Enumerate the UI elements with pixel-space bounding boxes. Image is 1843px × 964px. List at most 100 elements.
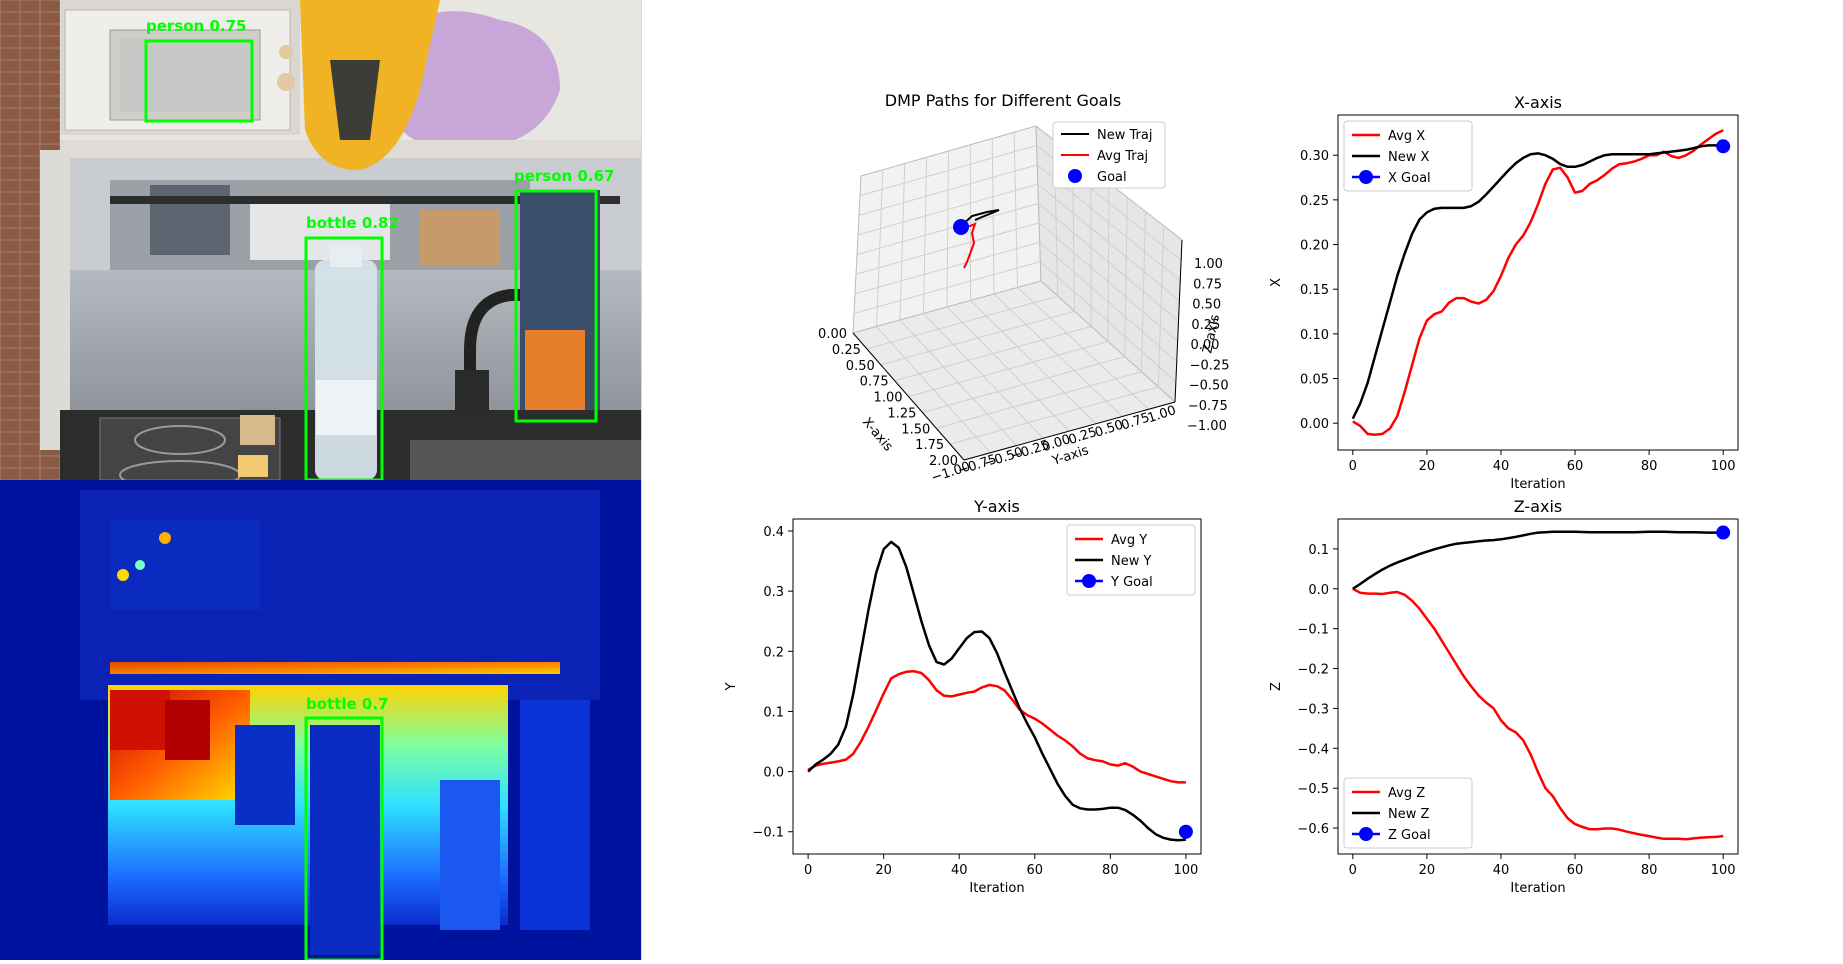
plot-3d-z-tick-label: −0.50 bbox=[1189, 379, 1229, 394]
plot-3d-x-tick-label: 1.25 bbox=[887, 406, 916, 421]
plot-3d-z-tick-label: −0.25 bbox=[1190, 358, 1230, 373]
y-axis-y-tick-label: 0.0 bbox=[763, 766, 784, 781]
x-axis-goal-marker bbox=[1716, 139, 1730, 153]
plot-x-axis: X-axis 0 20 40 60 80 100 0.00 0.05 0.10 0.15 0.20 0.… bbox=[1269, 93, 1738, 492]
plot-3d-z-tick-label: 1.00 bbox=[1194, 257, 1223, 272]
depth-detection-label-bottle: bottle 0.7 bbox=[306, 695, 389, 713]
y-axis-x-tick-label: 40 bbox=[951, 863, 968, 878]
z-axis-legend-label-avg: Avg Z bbox=[1388, 786, 1425, 801]
x-axis-legend-goal-marker bbox=[1359, 170, 1373, 184]
plot-y-axis: Y-axis 0 20 40 60 80 100 −0.1 0.0 0.1 0.2 0.3 0.4 Ite… bbox=[724, 497, 1201, 896]
plot-3d-z-tick-label: 0.75 bbox=[1193, 277, 1222, 292]
plot-3d-legend-label-goal: Goal bbox=[1097, 170, 1127, 185]
z-axis-legend-label-goal: Z Goal bbox=[1388, 828, 1431, 843]
x-axis-y-tick-label: 0.20 bbox=[1300, 239, 1329, 254]
plot-3d-title: DMP Paths for Different Goals bbox=[885, 91, 1122, 110]
z-axis-y-tick-label: 0.1 bbox=[1308, 543, 1329, 558]
plot-3d-dmp-paths: DMP Paths for Different Goals 0.000.250.… bbox=[818, 91, 1229, 486]
z-axis-y-tick-label: −0.1 bbox=[1297, 623, 1329, 638]
z-axis-y-tick-label: −0.6 bbox=[1297, 822, 1329, 837]
y-axis-legend-label-new: New Y bbox=[1111, 554, 1151, 569]
plot-3d-x-tick-label: 0.00 bbox=[818, 327, 847, 342]
y-axis-xlabel: Iteration bbox=[969, 881, 1024, 896]
y-axis-y-tick-label: 0.1 bbox=[763, 705, 784, 720]
detection-box-person-1 bbox=[146, 41, 252, 121]
z-axis-x-tick-label: 100 bbox=[1711, 863, 1736, 878]
y-axis-ylabel: Y bbox=[724, 682, 739, 691]
x-axis-y-tick-label: 0.10 bbox=[1300, 328, 1329, 343]
z-axis-title: Z-axis bbox=[1514, 497, 1563, 516]
rgb-detection-overlay: person 0.75 person 0.67 bottle 0.82 bbox=[0, 0, 641, 480]
detection-label-person-1: person 0.75 bbox=[146, 17, 246, 35]
detection-label-person-2: person 0.67 bbox=[514, 167, 614, 185]
z-axis-legend-label-new: New Z bbox=[1388, 807, 1429, 822]
y-axis-x-tick-label: 100 bbox=[1173, 863, 1198, 878]
plot-3d-z-tick-label: −0.75 bbox=[1188, 399, 1228, 414]
plot-3d-x-tick-label: 0.75 bbox=[860, 375, 889, 390]
x-axis-y-tick-label: 0.00 bbox=[1300, 417, 1329, 432]
x-axis-y-tick-label: 0.25 bbox=[1300, 194, 1329, 209]
z-axis-x-tick-label: 60 bbox=[1567, 863, 1584, 878]
plot-3d-legend-swatch-goal bbox=[1068, 169, 1082, 183]
x-axis-y-tick-label: 0.30 bbox=[1300, 149, 1329, 164]
z-axis-y-tick-label: −0.4 bbox=[1297, 742, 1329, 757]
plot-3d-legend-label-avg: Avg Traj bbox=[1097, 149, 1148, 164]
z-axis-goal-marker bbox=[1716, 526, 1730, 540]
x-axis-y-tick-label: 0.05 bbox=[1300, 373, 1329, 388]
z-axis-x-tick-label: 40 bbox=[1493, 863, 1510, 878]
y-axis-y-tick-label: 0.2 bbox=[763, 645, 784, 660]
x-axis-x-tick-label: 80 bbox=[1641, 459, 1658, 474]
x-axis-x-tick-label: 60 bbox=[1567, 459, 1584, 474]
z-axis-x-tick-label: 20 bbox=[1419, 863, 1436, 878]
x-axis-title: X-axis bbox=[1514, 93, 1562, 112]
z-axis-x-tick-label: 0 bbox=[1349, 863, 1357, 878]
y-axis-x-tick-label: 80 bbox=[1102, 863, 1119, 878]
plot-3d-x-tick-label: 0.25 bbox=[832, 343, 861, 358]
y-axis-y-tick-label: 0.3 bbox=[763, 585, 784, 600]
z-axis-y-tick-label: −0.5 bbox=[1297, 782, 1329, 797]
y-axis-x-tick-label: 20 bbox=[875, 863, 892, 878]
x-axis-legend-label-avg: Avg X bbox=[1388, 129, 1425, 144]
z-axis-y-tick-label: 0.0 bbox=[1308, 583, 1329, 598]
depth-detection-overlay: bottle 0.7 bbox=[0, 480, 641, 960]
x-axis-xlabel: Iteration bbox=[1510, 477, 1565, 492]
x-axis-legend-label-goal: X Goal bbox=[1388, 171, 1431, 186]
y-axis-y-tick-label: 0.4 bbox=[763, 525, 784, 540]
camera-panel: person 0.75 person 0.67 bottle 0.82 bbox=[0, 0, 641, 960]
y-axis-x-tick-label: 0 bbox=[804, 863, 812, 878]
z-axis-ylabel: Z bbox=[1269, 682, 1284, 691]
x-axis-x-tick-label: 0 bbox=[1349, 459, 1357, 474]
plot-3d-legend-label-new: New Traj bbox=[1097, 128, 1152, 143]
x-axis-x-tick-label: 100 bbox=[1711, 459, 1736, 474]
plot-canvas: DMP Paths for Different Goals 0.000.250.… bbox=[642, 0, 1843, 960]
plot-3d-x-tick-label: 1.75 bbox=[915, 438, 944, 453]
y-axis-legend-label-avg: Avg Y bbox=[1111, 533, 1147, 548]
plot-3d-x-tick-label: 1.50 bbox=[901, 422, 930, 437]
z-axis-y-tick-label: −0.2 bbox=[1297, 663, 1329, 678]
y-axis-goal-marker bbox=[1179, 825, 1193, 839]
plot-3d-x-tick-label: 0.50 bbox=[846, 359, 875, 374]
z-axis-legend-goal-marker bbox=[1359, 827, 1373, 841]
z-axis-x-tick-label: 80 bbox=[1641, 863, 1658, 878]
depth-map-view: bottle 0.7 bbox=[0, 480, 641, 960]
detection-box-person-2 bbox=[516, 191, 596, 421]
y-axis-legend-label-goal: Y Goal bbox=[1110, 575, 1153, 590]
z-axis-xlabel: Iteration bbox=[1510, 881, 1565, 896]
plot-3d-z-tick-label: 0.50 bbox=[1192, 298, 1221, 313]
plot-3d-z-tick-label: −1.00 bbox=[1187, 419, 1227, 434]
x-axis-legend-label-new: New X bbox=[1388, 150, 1429, 165]
rgb-camera-view: person 0.75 person 0.67 bottle 0.82 bbox=[0, 0, 641, 480]
x-axis-y-tick-label: 0.15 bbox=[1300, 283, 1329, 298]
x-axis-x-tick-label: 40 bbox=[1493, 459, 1510, 474]
depth-detection-box-bottle bbox=[306, 718, 382, 960]
detection-label-bottle: bottle 0.82 bbox=[306, 214, 399, 232]
plot-3d-x-tick-label: 1.00 bbox=[874, 391, 903, 406]
x-axis-ylabel: X bbox=[1269, 278, 1284, 287]
y-axis-x-tick-label: 60 bbox=[1027, 863, 1044, 878]
y-axis-title: Y-axis bbox=[973, 497, 1020, 516]
y-axis-y-tick-label: −0.1 bbox=[752, 826, 784, 841]
plot-3d-goal-marker bbox=[953, 219, 969, 235]
x-axis-x-tick-label: 20 bbox=[1419, 459, 1436, 474]
